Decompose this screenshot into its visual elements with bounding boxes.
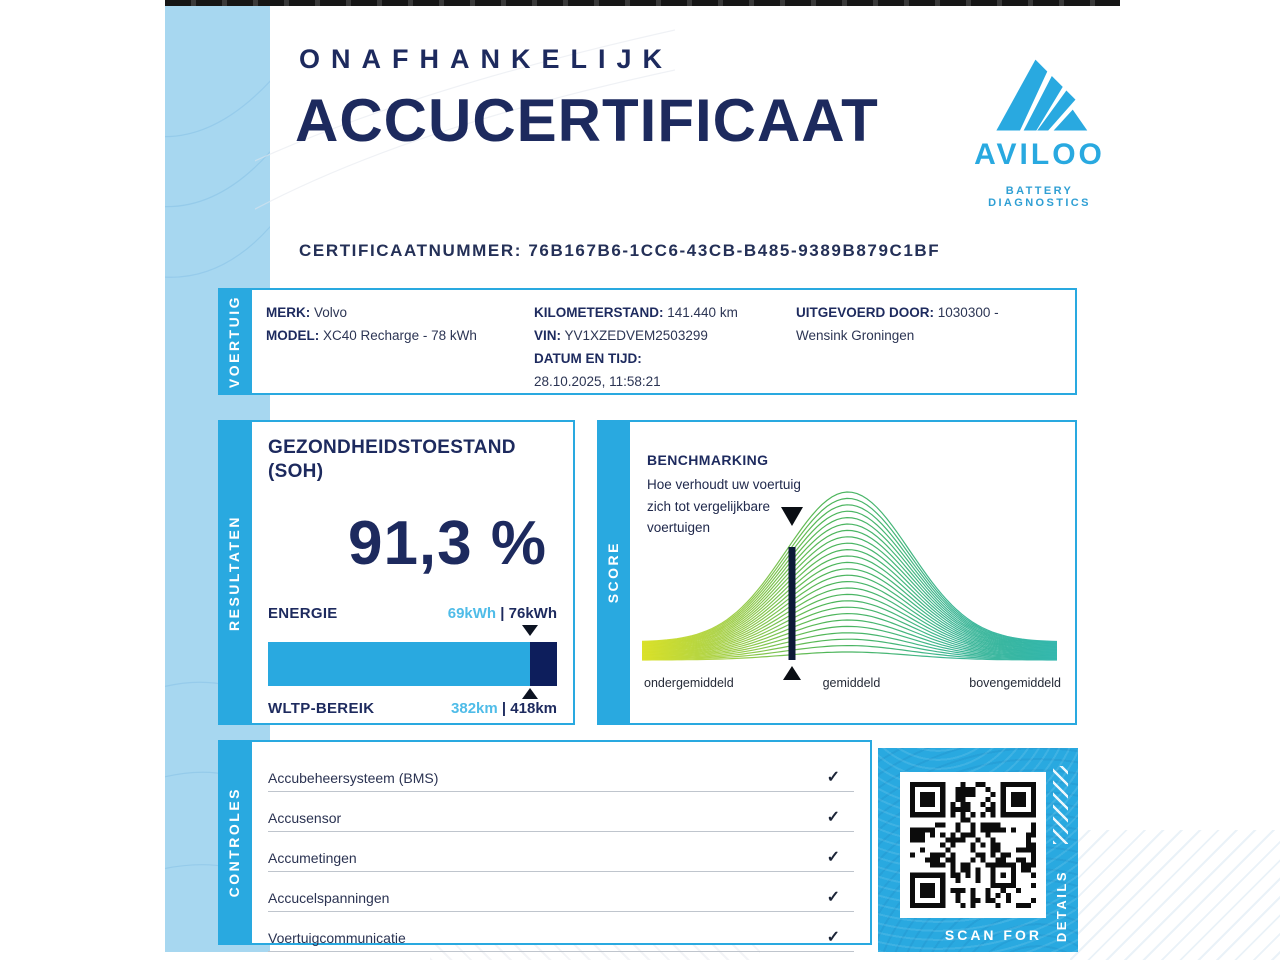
- qr-code-icon: [910, 782, 1036, 908]
- range-total-value: | 418km: [501, 700, 557, 717]
- certificate-number-line: CERTIFICAATNUMMER: 76B167B6-1CC6-43CB-B4…: [299, 241, 940, 261]
- vehicle-vin-row: VIN: YV1XZEDVEM2503299: [534, 325, 796, 348]
- bar-marker-up-icon: [522, 688, 539, 699]
- brand-label: MERK:: [266, 305, 311, 320]
- axis-label-above-average: bovengemiddeld: [969, 676, 1061, 690]
- tab-voertuig-label: VOERTUIG: [226, 294, 242, 389]
- km-label: KILOMETERSTAND:: [534, 305, 664, 320]
- soh-title: GEZONDHEIDSTOESTAND (SOH): [268, 436, 516, 484]
- tab-score: SCORE: [597, 420, 628, 725]
- control-label: Accubeheersysteem (BMS): [268, 770, 439, 786]
- control-row: Voertuigcommunicatie ✓: [268, 912, 854, 952]
- vehicle-brand-row: MERK: Volvo: [266, 302, 534, 325]
- background-contours-icon: [255, 29, 675, 210]
- control-label: Accumetingen: [268, 850, 357, 866]
- range-current-value: 382km: [451, 700, 498, 717]
- tab-resultaten-label: RESULTATEN: [226, 514, 242, 631]
- benchmark-axis: ondergemiddeld gemiddeld bovengemiddeld: [644, 676, 1061, 690]
- energy-values: 69kWh | 76kWh: [448, 605, 557, 622]
- control-row: Accusensor ✓: [268, 792, 854, 832]
- control-label: Voertuigcommunicatie: [268, 930, 406, 946]
- km-value: 141.440 km: [667, 305, 738, 320]
- vehicle-datetime-label-row: DATUM EN TIJD:: [534, 348, 796, 371]
- benchmark-description: Hoe verhoudt uw voertuig zich tot vergel…: [647, 477, 801, 536]
- checkmark-icon: ✓: [826, 769, 840, 786]
- range-row: WLTP-BEREIK 382km | 418km: [268, 700, 557, 717]
- page-title: ACCUCERTIFICAAT: [295, 87, 879, 154]
- range-label: WLTP-BEREIK: [268, 700, 375, 717]
- brand-wordmark: AVILOO: [974, 138, 1105, 171]
- benchmark-title: BENCHMARKING: [647, 452, 769, 468]
- vehicle-info-box: MERK: Volvo MODEL: XC40 Recharge - 78 kW…: [250, 288, 1077, 395]
- top-edge-strip: [165, 0, 1120, 6]
- control-label: Accusensor: [268, 810, 342, 826]
- tab-controles: CONTROLES: [218, 740, 250, 945]
- vehicle-col-ids: KILOMETERSTAND: 141.440 km VIN: YV1XZEDV…: [534, 302, 796, 389]
- details-label: DETAILS: [1054, 869, 1069, 942]
- checkmark-icon: ✓: [826, 889, 840, 906]
- results-box: GEZONDHEIDSTOESTAND (SOH) 91,3 % ENERGIE…: [250, 420, 575, 725]
- vehicle-col-performer: UITGEVOERD DOOR: 1030300 - Wensink Groni…: [796, 302, 1051, 381]
- vin-value: YV1XZEDVEM2503299: [564, 327, 708, 343]
- datetime-label: DATUM EN TIJD:: [534, 350, 642, 366]
- score-box: BENCHMARKING Hoe verhoudt uw voertuig zi…: [628, 420, 1077, 725]
- header-kicker: ONAFHANKELIJK: [299, 44, 674, 74]
- model-value: XC40 Recharge - 78 kWh: [323, 327, 477, 343]
- axis-label-average: gemiddeld: [822, 676, 881, 690]
- corner-hatch-pattern: [1070, 830, 1280, 960]
- qr-panel: SCAN FOR DETAILS: [878, 748, 1078, 952]
- range-values: 382km | 418km: [451, 700, 557, 717]
- brand-tagline: BATTERY DIAGNOSTICS: [988, 185, 1091, 209]
- certificate-number-label: CERTIFICAATNUMMER:: [299, 241, 523, 260]
- checkmark-icon: ✓: [826, 849, 840, 866]
- hatch-marks-icon: [1053, 766, 1068, 844]
- tab-score-label: SCORE: [604, 541, 621, 604]
- control-label: Accucelspanningen: [268, 890, 390, 906]
- axis-label-below-average: ondergemiddeld: [644, 676, 734, 690]
- brand-value: Volvo: [314, 305, 348, 320]
- soh-title-line1: GEZONDHEIDSTOESTAND: [268, 437, 516, 458]
- benchmark-bell-curve: [642, 491, 1058, 680]
- bar-marker-down-icon: [522, 625, 539, 636]
- qr-white-panel: [900, 772, 1046, 918]
- control-row: Accumetingen ✓: [268, 832, 854, 872]
- aviloo-mountain-icon: [995, 59, 1087, 131]
- control-row: Accucelspanningen ✓: [268, 872, 854, 912]
- scan-for-label: SCAN FOR: [944, 927, 1042, 943]
- vehicle-datetime-value-row: 28.10.2025, 11:58:21: [534, 373, 661, 389]
- energy-bar-remainder: [530, 642, 557, 686]
- energy-total-value: | 76kWh: [500, 605, 557, 622]
- energy-row: ENERGIE 69kWh | 76kWh: [268, 605, 557, 622]
- vehicle-col-brand: MERK: Volvo MODEL: XC40 Recharge - 78 kW…: [266, 302, 534, 381]
- certificate-number-value: 76B167B6-1CC6-43CB-B485-9389B879C1BF: [528, 241, 941, 260]
- checkmark-icon: ✓: [826, 809, 840, 826]
- tab-voertuig: VOERTUIG: [218, 288, 250, 395]
- controls-box: Accubeheersysteem (BMS) ✓ Accusensor ✓ A…: [250, 740, 872, 952]
- brand-logo: AVILOO BATTERY DIAGNOSTICS: [952, 56, 1127, 209]
- tab-controles-label: CONTROLES: [226, 787, 242, 898]
- performed-by-label: UITGEVOERD DOOR:: [796, 305, 935, 320]
- tab-resultaten: RESULTATEN: [218, 420, 250, 725]
- soh-title-line2: (SOH): [268, 460, 324, 482]
- checkmark-icon: ✓: [826, 929, 840, 946]
- vehicle-model-row: MODEL: XC40 Recharge - 78 kWh: [266, 325, 534, 348]
- vin-label: VIN:: [534, 327, 561, 343]
- model-label: MODEL:: [266, 327, 320, 343]
- vehicle-km-row: KILOMETERSTAND: 141.440 km: [534, 302, 796, 325]
- energy-current-value: 69kWh: [447, 605, 497, 622]
- soh-value: 91,3 %: [347, 509, 547, 578]
- control-row: Accubeheersysteem (BMS) ✓: [268, 752, 854, 792]
- performed-by-value: 1030300 - Wensink Groningen: [796, 305, 999, 343]
- energy-label: ENERGIE: [268, 605, 338, 622]
- energy-bar: [268, 642, 557, 686]
